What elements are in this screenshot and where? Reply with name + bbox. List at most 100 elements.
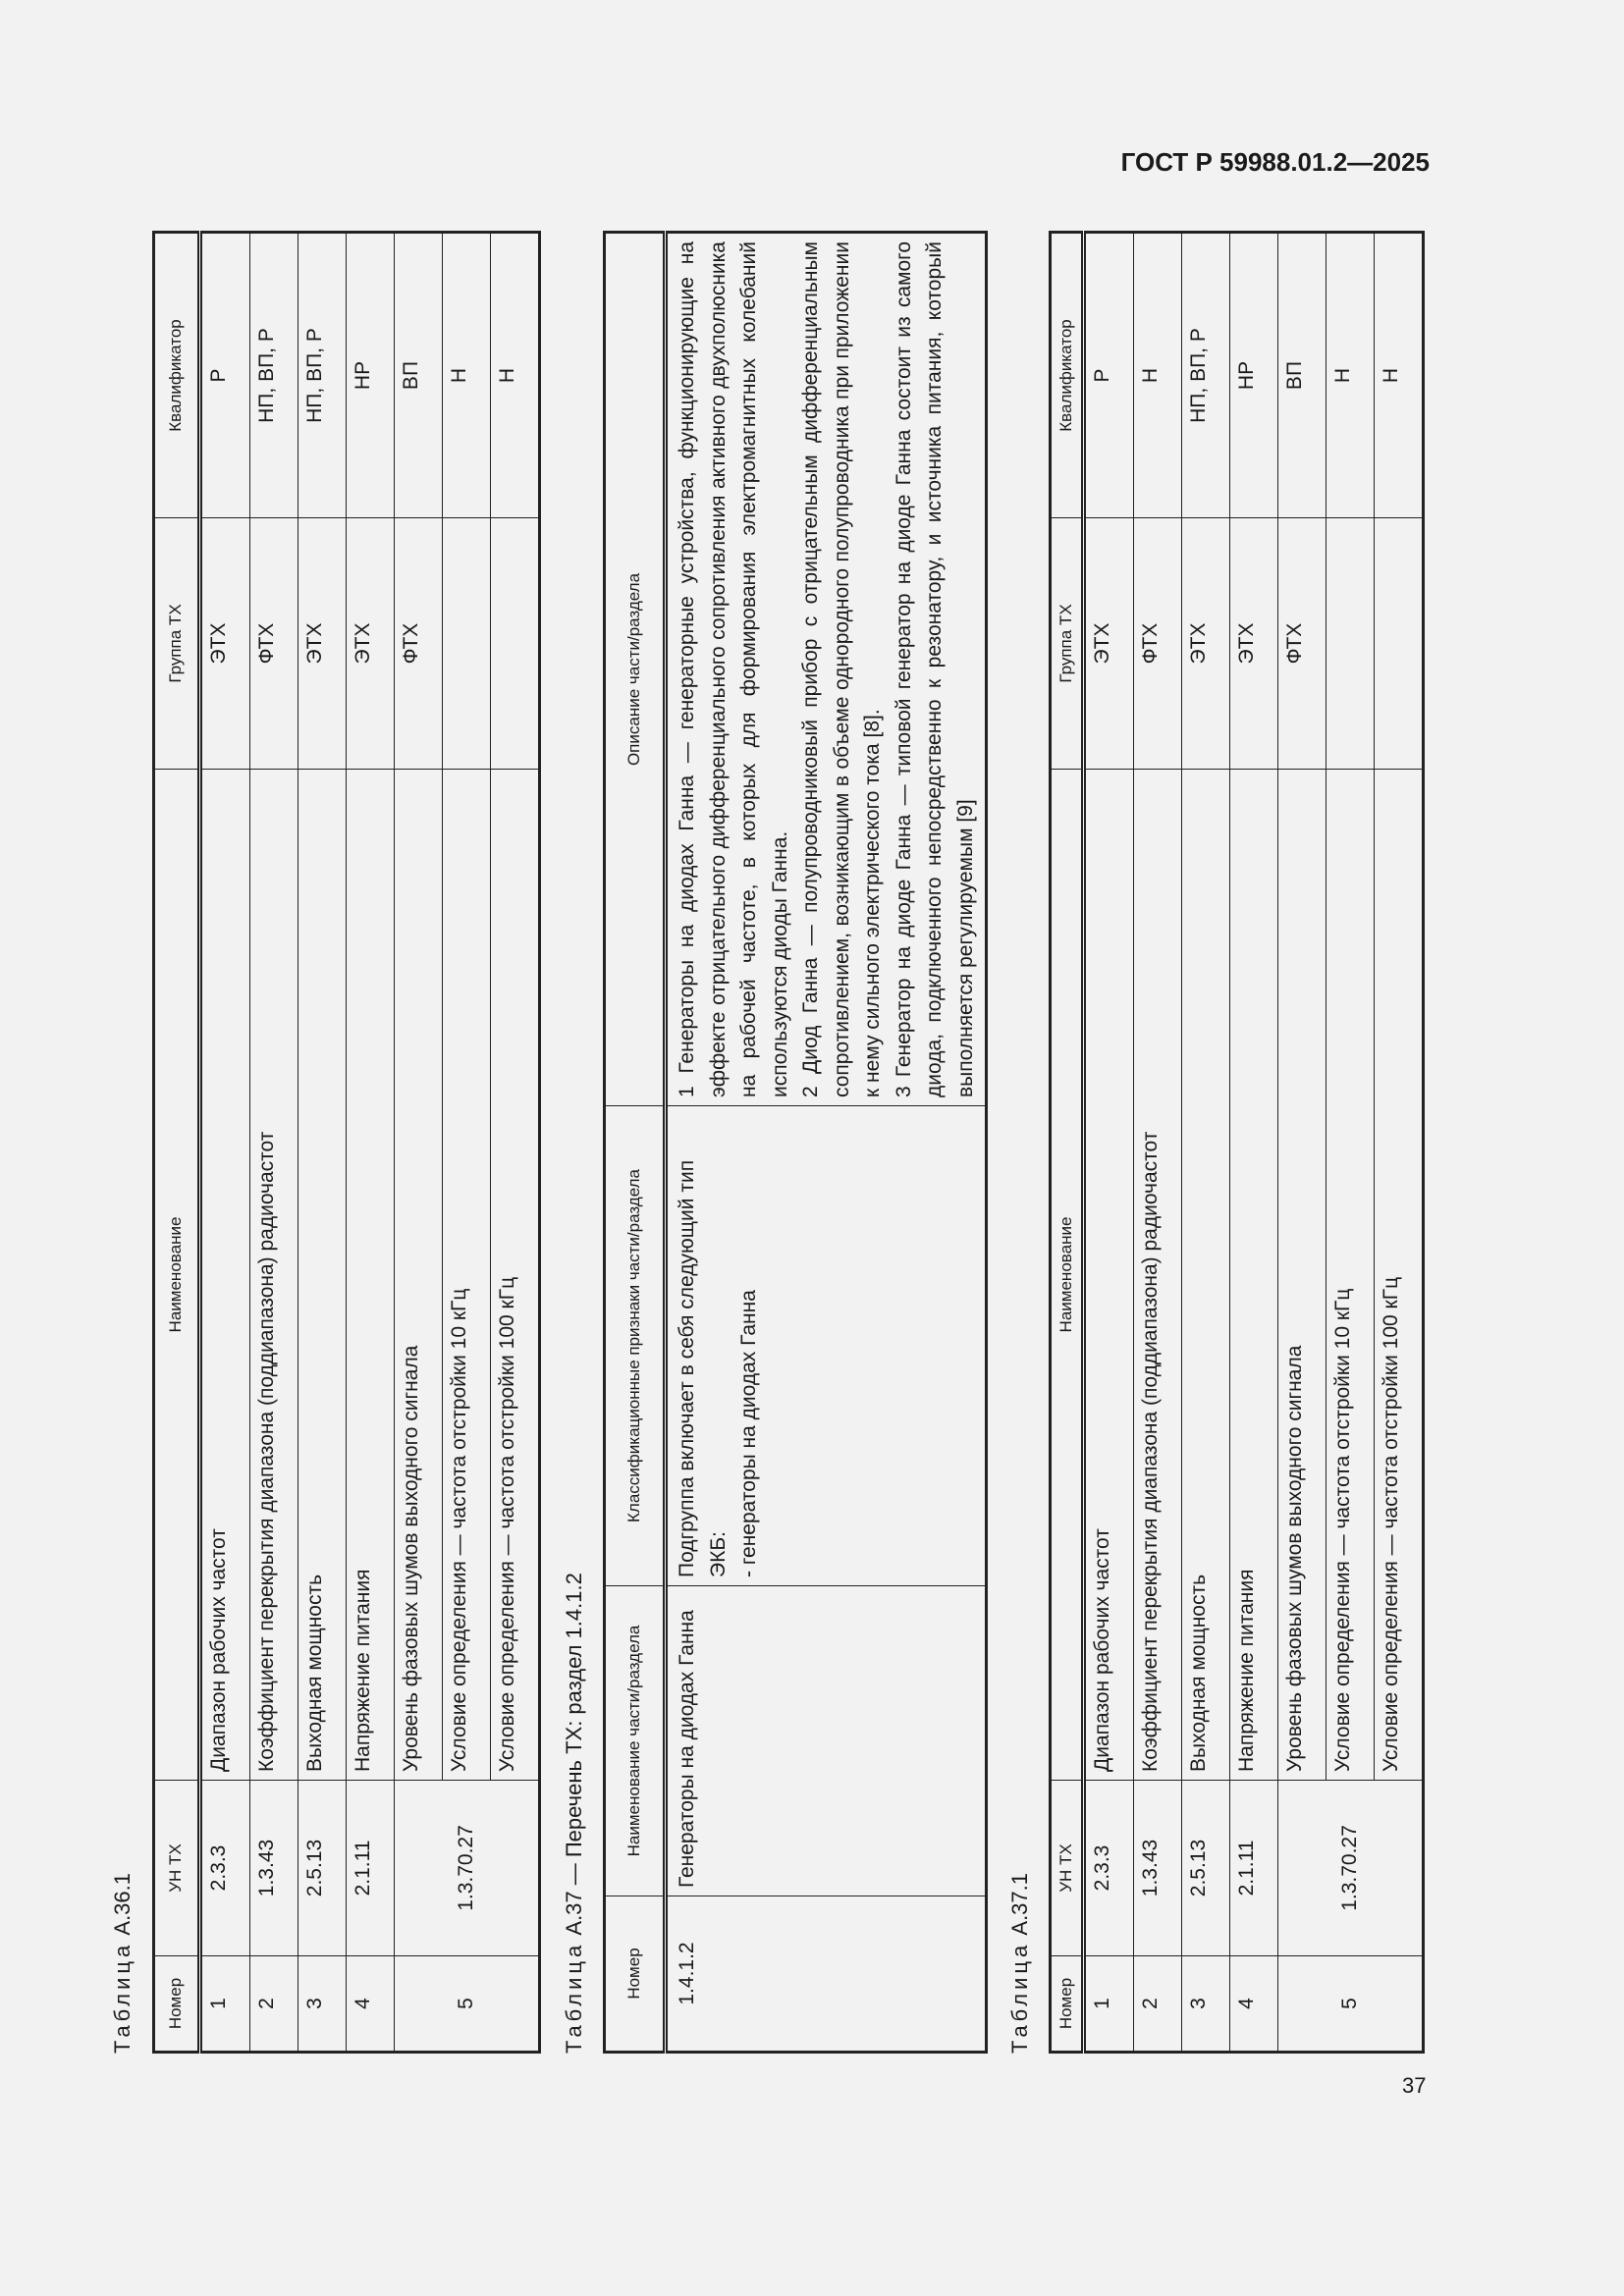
- table-row: Условие определения — частота отстройки …: [1374, 232, 1424, 2053]
- cell-number: 4: [346, 1955, 395, 2053]
- cell-qualifier: НП, ВП, Р: [1181, 232, 1230, 518]
- cell-qualifier: НР: [1229, 232, 1278, 518]
- table-row: 1.4.1.2 Генераторы на диодах Ганна Подгр…: [665, 232, 987, 2053]
- table-row: 3 2.5.13 Выходная мощность ЭТХ НП, ВП, Р: [1181, 232, 1230, 2053]
- cell-number: 2: [1133, 1955, 1182, 2053]
- cell-name: Коэффициент перекрытия диапазона (поддиа…: [249, 769, 298, 1781]
- cell-number: 3: [1181, 1955, 1230, 2053]
- cell-qualifier: НР: [346, 232, 395, 518]
- cell-name: Условие определения — частота отстройки …: [1326, 769, 1375, 1781]
- cell-name: Напряжение питания: [1229, 769, 1278, 1781]
- cell-un: 1.3.70.27: [394, 1780, 540, 1956]
- table-caption-a37-1: Таблица А.37.1: [1007, 1873, 1032, 2054]
- table-row: 5 1.3.70.27 Уровень фазовых шумов выходног…: [394, 232, 540, 2053]
- col-header: Номер: [153, 1955, 200, 2053]
- cell-qualifier: Н: [1326, 232, 1375, 518]
- cell-name: Условие определения — частота отстройки …: [490, 769, 540, 1781]
- page-number: 37: [1402, 2073, 1427, 2098]
- cell-group: ЭТХ: [199, 517, 250, 770]
- col-header: Группа ТХ: [153, 517, 200, 770]
- cell-name: Генераторы на диодах Ганна: [665, 1585, 987, 1896]
- cell-qualifier: Н: [1133, 232, 1182, 518]
- table-row: 3 2.5.13 Выходная мощность ЭТХ НП, ВП, Р: [298, 232, 347, 2053]
- cell-name: Диапазон рабочих частот: [199, 769, 250, 1781]
- col-header: Квалификатор: [1050, 232, 1084, 518]
- cell-group: ЭТХ: [1083, 517, 1134, 770]
- header-row: Номер УН ТХ Наименование Группа ТХ Квалифика…: [153, 232, 200, 2053]
- cell-number: 1: [1083, 1955, 1134, 2053]
- cell-qualifier: ВП: [1277, 232, 1326, 518]
- col-header: УН ТХ: [153, 1780, 200, 1956]
- table-row: 2 1.3.43 Коэффициент перекрытия диапазона …: [249, 232, 298, 2053]
- table-row: Условие определения — частота отстройки …: [490, 232, 540, 2053]
- table-a37-1: Номер УН ТХ Наименование Группа ТХ Квалифика…: [1049, 231, 1426, 2054]
- cell-group: ЭТХ: [1229, 517, 1278, 770]
- cell-group: ЭТХ: [1181, 517, 1230, 770]
- col-header: Наименование: [1050, 769, 1084, 1781]
- document-header: ГОСТ Р 59988.01.2—2025: [1120, 147, 1430, 177]
- cell-name: Напряжение питания: [346, 769, 395, 1781]
- cell-group: ЭТХ: [346, 517, 395, 770]
- table-caption-a36-1: Таблица А.36.1: [110, 1873, 135, 2054]
- cell-description: 1 Генераторы на диодах Ганна — генератор…: [665, 232, 987, 1106]
- cell-un: 1.3.43: [249, 1780, 298, 1956]
- cell-un: 2.5.13: [1181, 1780, 1230, 1956]
- table-row: 5 1.3.70.27 Уровень фазовых шумов выходног…: [1277, 232, 1424, 2053]
- cell-group: ФТХ: [1277, 517, 1326, 770]
- cell-number: 1: [199, 1955, 250, 2053]
- cell-group: ФТХ: [249, 517, 298, 770]
- table-a36-1: Номер УН ТХ Наименование Группа ТХ Квалифика…: [152, 231, 541, 2054]
- col-header: УН ТХ: [1050, 1780, 1084, 1956]
- col-header: Классификационные признаки части/раздела: [604, 1105, 666, 1586]
- rotated-content: Таблица А.36.1 Номер УН ТХ Наименование Гру…: [110, 231, 1431, 2056]
- cell-qualifier: Н: [442, 232, 491, 518]
- table-row: Условие определения — частота отстройки …: [442, 232, 491, 2053]
- table-row: 4 2.1.11 Напряжение питания ЭТХ НР: [346, 232, 395, 2053]
- table-a37: Номер Наименование части/раздела Классиф…: [603, 231, 988, 2054]
- cell-qualifier: Н: [1374, 232, 1424, 518]
- cell-qualifier: ВП: [394, 232, 443, 518]
- cell-number: 4: [1229, 1955, 1278, 2053]
- cell-un: 1.3.43: [1133, 1780, 1182, 1956]
- table-row: 1 2.3.3 Диапазон рабочих частот ЭТХ Р: [1083, 232, 1134, 2053]
- cell-number: 5: [394, 1955, 540, 2053]
- col-header: Квалификатор: [153, 232, 200, 518]
- cell-number: 2: [249, 1955, 298, 2053]
- cell-number: 3: [298, 1955, 347, 2053]
- cell-un: 1.3.70.27: [1277, 1780, 1424, 1956]
- cell-group: [1374, 517, 1424, 770]
- table-row: Условие определения — частота отстройки …: [1326, 232, 1375, 2053]
- cell-name: Уровень фазовых шумов выходного сигнала: [394, 769, 443, 1781]
- cell-name: Выходная мощность: [1181, 769, 1230, 1781]
- cell-classification: Подгруппа включает в себя следующий тип …: [665, 1105, 987, 1586]
- header-row: Номер УН ТХ Наименование Группа ТХ Квалифика…: [1050, 232, 1084, 2053]
- table-row: 2 1.3.43 Коэффициент перекрытия диапазона …: [1133, 232, 1182, 2053]
- cell-name: Коэффициент перекрытия диапазона (поддиа…: [1133, 769, 1182, 1781]
- cell-un: 2.5.13: [298, 1780, 347, 1956]
- col-header: Наименование части/раздела: [604, 1585, 666, 1896]
- cell-qualifier: Р: [199, 232, 250, 518]
- col-header: Наименование: [153, 769, 200, 1781]
- col-header: Описание части/раздела: [604, 232, 666, 1106]
- table-caption-a37: Таблица А.37 — Перечень ТХ: раздел 1.4.1…: [562, 1573, 586, 2054]
- cell-un: 2.3.3: [199, 1780, 250, 1956]
- cell-group: [1326, 517, 1375, 770]
- cell-name: Условие определения — частота отстройки …: [1374, 769, 1424, 1781]
- cell-group: [442, 517, 491, 770]
- table-row: 4 2.1.11 Напряжение питания ЭТХ НР: [1229, 232, 1278, 2053]
- col-header: Номер: [1050, 1955, 1084, 2053]
- table-row: 1 2.3.3 Диапазон рабочих частот ЭТХ Р: [199, 232, 250, 2053]
- cell-group: ФТХ: [394, 517, 443, 770]
- cell-group: [490, 517, 540, 770]
- cell-name: Условие определения — частота отстройки …: [442, 769, 491, 1781]
- cell-qualifier: НП, ВП, Р: [298, 232, 347, 518]
- cell-number: 5: [1277, 1955, 1424, 2053]
- cell-qualifier: Р: [1083, 232, 1134, 518]
- cell-un: 2.1.11: [346, 1780, 395, 1956]
- col-header: Номер: [604, 1896, 666, 2053]
- cell-group: ЭТХ: [298, 517, 347, 770]
- cell-group: ФТХ: [1133, 517, 1182, 770]
- cell-qualifier: Н: [490, 232, 540, 518]
- cell-name: Диапазон рабочих частот: [1083, 769, 1134, 1781]
- cell-name: Выходная мощность: [298, 769, 347, 1781]
